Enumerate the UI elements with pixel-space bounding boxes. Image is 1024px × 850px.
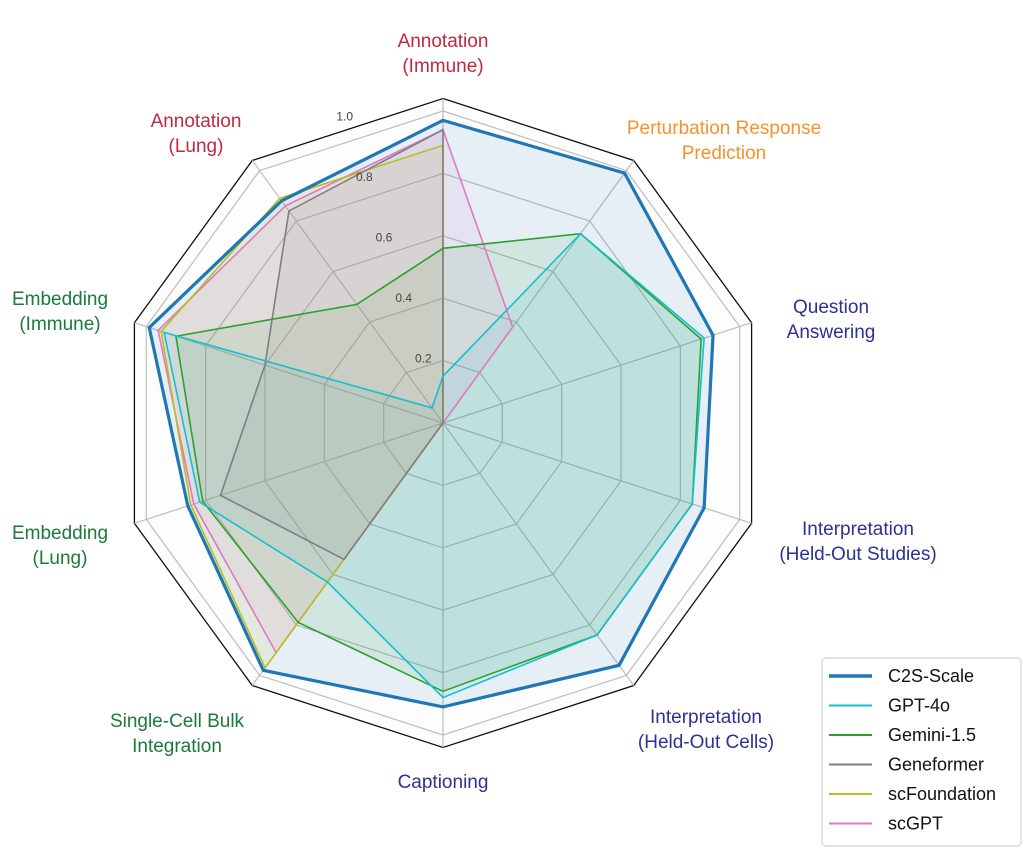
axis-spoke [134,322,444,424]
r-tick-label: 1.0 [336,109,353,123]
axis-label-line: (Held-Out Studies) [779,544,936,565]
axis-label-line: Single-Cell Bulk [110,711,245,732]
axis-label: Annotation (Lung) [151,111,242,157]
r-tick-label: 0.2 [415,351,432,365]
axis-label-line: Answering [787,322,876,343]
axis-label-line: Integration [132,736,222,757]
r-tick-label: 0.8 [356,170,373,184]
axis-spoke [251,160,444,424]
axis-label-line: (Held-Out Cells) [638,732,774,753]
legend-label: Gemini-1.5 [888,725,976,745]
legend-label: GPT-4o [888,696,950,716]
axis-label-line: Perturbation Response [627,118,821,139]
series-fill-C2S-Scale [149,120,714,707]
axis-label: Question Answering [787,297,876,343]
legend-label: C2S-Scale [888,666,974,686]
axis-label: Perturbation Response Prediction [627,118,821,164]
axis-label-line: Embedding [12,289,108,310]
axis-label: Interpretation (Held-Out Cells) [638,707,774,753]
axis-spoke [442,422,752,524]
axis-label-line: Embedding [12,523,108,544]
legend: C2S-Scale GPT-4o Gemini-1.5 Geneformer scFou… [821,657,1022,847]
r-tick-label: 0.6 [376,230,393,244]
axis-label-line: (Immune) [402,56,483,77]
legend-label: Geneformer [888,755,984,775]
axis-label-line: Captioning [398,772,489,793]
axis-label-line: Annotation [398,31,489,52]
axis-label: Interpretation (Held-Out Studies) [779,519,936,565]
r-tick-labels: 0.2 0.4 0.6 0.8 1.0 [336,109,432,365]
series-fill-Gemini-1.5 [175,233,702,692]
axis-spoke [134,422,444,524]
axis-label-line: (Immune) [19,314,100,335]
legend-label: scFoundation [888,784,996,804]
axis-label-line: Interpretation [802,519,914,540]
axis-label: Annotation (Immune) [398,31,489,77]
axis-label-line: Interpretation [650,707,762,728]
series-fill-Geneformer [220,129,443,560]
axis-label-line: Prediction [682,143,767,164]
axis-spoke [442,322,752,424]
axis-label-line: (Lung) [33,548,88,569]
axis-label: Single-Cell Bulk Integration [110,711,245,757]
series-line-scGPT [157,128,514,655]
legend-label: scGPT [888,814,943,834]
axis-label-line: Annotation [151,111,242,132]
axis-label: Embedding (Lung) [12,523,108,569]
r-tick-label: 0.4 [395,291,412,305]
axis-label-line: Question [793,297,869,318]
axis-label-line: (Lung) [169,136,224,157]
axis-labels: Annotation (Immune)Perturbation Response P… [12,31,937,793]
axis-spoke [442,422,635,686]
series-fill-GPT-4o [164,233,705,698]
axis-label: Embedding (Immune) [12,289,108,335]
series-layer [147,118,715,709]
axis-label: Captioning [398,772,489,793]
